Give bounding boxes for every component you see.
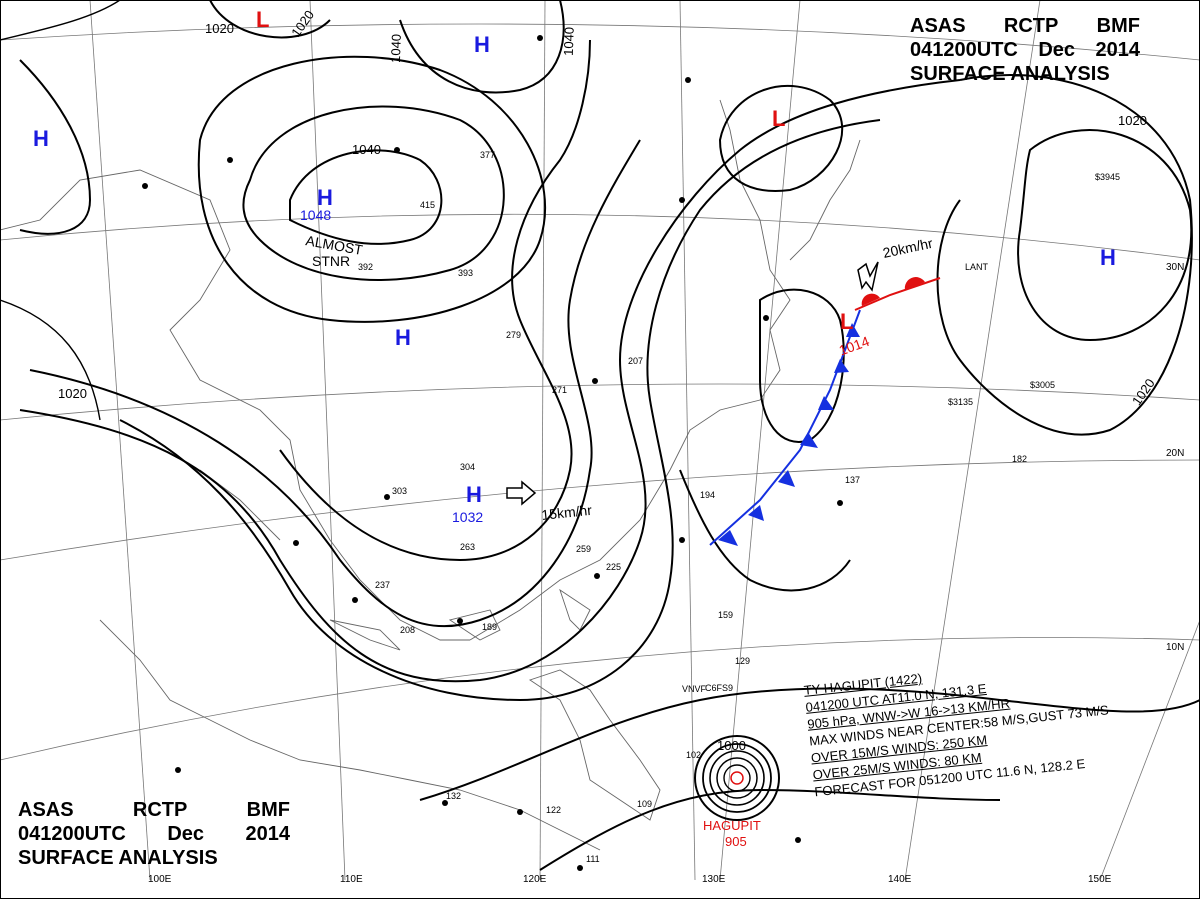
lon-label: 120E bbox=[523, 874, 547, 885]
low-center: L bbox=[840, 309, 853, 334]
header-title: SURFACE ANALYSIS bbox=[910, 63, 1110, 85]
header-token: RCTP bbox=[132, 799, 188, 821]
svg-text:392: 392 bbox=[358, 262, 373, 272]
svg-text:182: 182 bbox=[1012, 454, 1027, 464]
high-center: H bbox=[317, 185, 333, 210]
svg-text:C6FS9: C6FS9 bbox=[705, 683, 733, 693]
svg-text:393: 393 bbox=[458, 268, 473, 278]
svg-text:304: 304 bbox=[460, 462, 475, 472]
isobars bbox=[19, 0, 1200, 871]
svg-text:189: 189 bbox=[482, 622, 497, 632]
lat-label: 20N bbox=[1166, 448, 1184, 459]
typhoon-hagupit bbox=[694, 735, 780, 821]
svg-text:$3005: $3005 bbox=[1030, 380, 1055, 390]
svg-text:263: 263 bbox=[460, 542, 475, 552]
svg-text:208: 208 bbox=[400, 625, 415, 635]
lon-label: 100E bbox=[148, 874, 172, 885]
header-token: 2014 bbox=[1095, 39, 1140, 61]
svg-text:$3135: $3135 bbox=[948, 397, 973, 407]
lat-label: 30N bbox=[1166, 262, 1184, 273]
motion-label: 15km/hr bbox=[541, 502, 593, 523]
lon-label: 110E bbox=[340, 874, 363, 885]
lon-label: 150E bbox=[1088, 874, 1112, 885]
header-token: 041200UTC bbox=[18, 823, 126, 845]
high-center: H bbox=[474, 32, 490, 57]
isobar-label: 1040 bbox=[561, 27, 577, 56]
svg-text:$3945: $3945 bbox=[1095, 172, 1120, 182]
isobar-label: 1040 bbox=[352, 142, 381, 157]
header-token: BMF bbox=[1096, 15, 1140, 37]
stnr-label: STNR bbox=[312, 253, 350, 269]
cold-front bbox=[709, 309, 861, 546]
svg-text:259: 259 bbox=[576, 544, 591, 554]
isobar-labels: 1020 1020 1040 1040 1040 1020 1020 1020 … bbox=[58, 7, 1158, 753]
isobar-label: 1020 bbox=[1118, 113, 1147, 128]
graticule bbox=[0, 0, 1200, 881]
warm-front bbox=[854, 277, 941, 311]
svg-text:225: 225 bbox=[606, 562, 621, 572]
header-token: BMF bbox=[246, 799, 290, 821]
low-center: L bbox=[256, 7, 269, 32]
header-token: ASAS bbox=[910, 15, 966, 37]
svg-text:237: 237 bbox=[375, 580, 390, 590]
svg-text:109: 109 bbox=[637, 799, 652, 809]
chart-header-bottom: ASAS RCTP BMF 041200UTC Dec 2014 SURFACE… bbox=[18, 798, 293, 870]
high-center: H bbox=[466, 482, 482, 507]
header-token: Dec bbox=[1038, 39, 1076, 61]
svg-text:122: 122 bbox=[546, 805, 561, 815]
svg-text:102: 102 bbox=[686, 750, 701, 760]
isobar-label: 1020 bbox=[1129, 376, 1158, 408]
header-token: 041200UTC bbox=[910, 39, 1018, 61]
svg-text:132: 132 bbox=[446, 791, 461, 801]
high-center: H bbox=[33, 126, 49, 151]
header-token: Dec bbox=[167, 823, 205, 845]
svg-text:VNVF: VNVF bbox=[682, 684, 707, 694]
motion-arrows bbox=[506, 261, 879, 506]
svg-text:159: 159 bbox=[718, 610, 733, 620]
svg-text:415: 415 bbox=[420, 200, 435, 210]
isobar-label: 1020 bbox=[58, 386, 87, 401]
header-token: ASAS bbox=[18, 799, 74, 821]
header-token: RCTP bbox=[1003, 15, 1059, 37]
svg-text:377: 377 bbox=[480, 150, 495, 160]
svg-text:194: 194 bbox=[700, 490, 715, 500]
station-plots: 304 303 207 194 159 129 182 137 377 415 … bbox=[142, 35, 1120, 871]
svg-text:279: 279 bbox=[506, 330, 521, 340]
high-center: H bbox=[1100, 245, 1116, 270]
lat-label: 10N bbox=[1166, 642, 1184, 653]
motion-label: 20km/hr bbox=[881, 235, 934, 261]
isobar-label: 1020 bbox=[288, 7, 317, 39]
low-value: 1014 bbox=[837, 333, 872, 359]
svg-text:129: 129 bbox=[735, 656, 750, 666]
lon-label: 140E bbox=[888, 874, 912, 885]
svg-text:271: 271 bbox=[552, 385, 567, 395]
thin-isobars bbox=[0, 0, 121, 421]
header-token: 2014 bbox=[245, 823, 290, 845]
isobar-label: 1040 bbox=[388, 34, 404, 63]
isobar-label: 1020 bbox=[205, 21, 234, 36]
svg-text:207: 207 bbox=[628, 356, 643, 366]
high-value: 1032 bbox=[452, 509, 483, 525]
typhoon-pressure: 905 bbox=[725, 834, 747, 849]
lon-label: 130E bbox=[702, 874, 726, 885]
low-center: L bbox=[772, 106, 785, 131]
header-title: SURFACE ANALYSIS bbox=[18, 847, 218, 869]
typhoon-name: HAGUPIT bbox=[703, 818, 761, 833]
chart-header-top: ASAS RCTP BMF 041200UTC Dec 2014 SURFACE… bbox=[910, 14, 1142, 86]
svg-text:LANT: LANT bbox=[965, 262, 989, 272]
isobar-label: 1000 bbox=[717, 738, 746, 753]
svg-text:137: 137 bbox=[845, 475, 860, 485]
svg-text:303: 303 bbox=[392, 486, 407, 496]
svg-text:111: 111 bbox=[586, 854, 600, 864]
high-center: H bbox=[395, 325, 411, 350]
high-value: 1048 bbox=[300, 207, 331, 223]
grid-labels: 100E 110E 120E 130E 140E 150E 30N 20N 10… bbox=[148, 262, 1184, 885]
